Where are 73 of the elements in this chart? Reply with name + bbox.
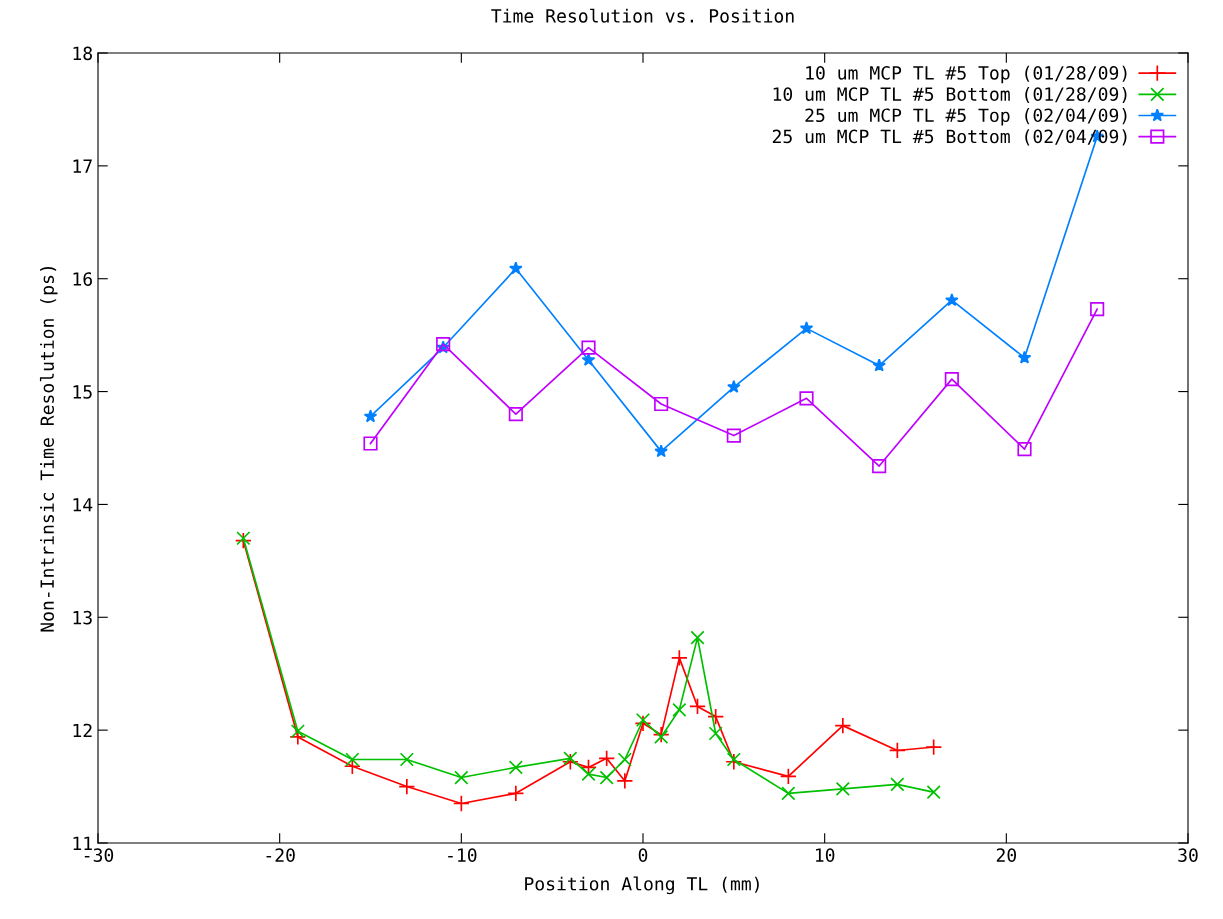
- point: [1090, 302, 1105, 317]
- y-tick-label: 15: [73, 385, 92, 399]
- point: [799, 321, 814, 335]
- point: [598, 749, 616, 767]
- point: [1017, 442, 1032, 457]
- point: [508, 760, 523, 775]
- point: [509, 261, 523, 275]
- chart-title: Time Resolution vs. Position: [491, 8, 794, 23]
- point: [944, 372, 959, 387]
- y-tick-label: 14: [73, 498, 93, 512]
- legend-label: 10 um MCP TL #5 Top (01/28/09): [806, 65, 1127, 84]
- point: [581, 352, 596, 366]
- point: [634, 714, 652, 732]
- point: [926, 785, 941, 800]
- point: [635, 712, 651, 728]
- x-tick-label: 10: [815, 848, 835, 862]
- point: [599, 770, 614, 785]
- x-tick-label: 20: [996, 848, 1017, 862]
- y-tick-label: 16: [73, 272, 92, 286]
- x-tick-label: 30: [1178, 848, 1198, 862]
- point: [363, 409, 378, 423]
- point: [234, 532, 252, 550]
- point: [654, 444, 668, 458]
- point: [345, 752, 360, 767]
- legend-label: 25 um MCP TL #5 Top (02/04/09): [805, 108, 1127, 126]
- point: [399, 752, 414, 767]
- point: [507, 784, 525, 802]
- point: [508, 407, 523, 422]
- point: [781, 786, 796, 801]
- point: [398, 778, 416, 796]
- x-axis-title: Position Along TL (mm): [525, 876, 759, 895]
- point: [872, 458, 887, 474]
- point: [872, 358, 886, 372]
- point: [1017, 350, 1032, 364]
- point: [779, 767, 797, 785]
- point: [834, 717, 852, 735]
- point: [454, 770, 469, 785]
- x-tick-label: 0: [638, 848, 648, 862]
- point: [726, 752, 741, 767]
- point: [672, 702, 687, 717]
- point: [727, 379, 741, 393]
- y-tick-label: 12: [73, 723, 92, 738]
- point: [363, 436, 378, 451]
- point: [654, 396, 669, 412]
- point: [561, 753, 579, 771]
- point: [690, 630, 705, 645]
- y-axis-title: Non-Intrinsic Time Resolution (ps): [39, 266, 58, 632]
- x-tick-label: -30: [84, 848, 114, 862]
- point: [835, 781, 850, 796]
- point: [452, 795, 470, 812]
- point: [581, 767, 596, 782]
- x-tick-label: -10: [448, 848, 477, 862]
- legend-label: 10 um MCP TL #5 Bottom (01/28/09): [773, 86, 1127, 104]
- point: [888, 741, 906, 759]
- point: [799, 391, 814, 406]
- point: [689, 697, 706, 715]
- point: [945, 293, 959, 307]
- point: [290, 724, 305, 739]
- point: [617, 752, 632, 767]
- point: [708, 726, 723, 741]
- y-tick-label: 11: [73, 836, 92, 850]
- y-tick-label: 17: [73, 159, 92, 173]
- point: [925, 738, 943, 756]
- point: [890, 777, 905, 792]
- point: [616, 772, 634, 790]
- point: [670, 649, 688, 667]
- y-tick-label: 18: [73, 46, 92, 61]
- point: [581, 340, 596, 355]
- y-tick-label: 13: [73, 610, 92, 625]
- point: [726, 428, 741, 443]
- x-tick-label: -20: [266, 848, 295, 862]
- point: [707, 708, 725, 726]
- point: [563, 751, 578, 766]
